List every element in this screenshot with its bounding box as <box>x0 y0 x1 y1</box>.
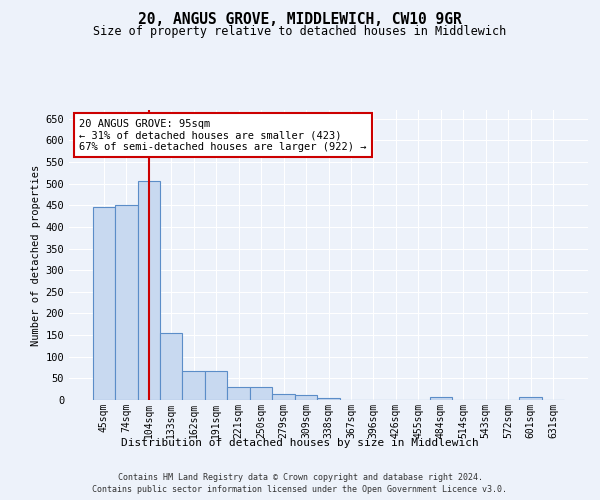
Bar <box>205 370 227 400</box>
Bar <box>272 394 295 400</box>
Bar <box>250 387 272 400</box>
Bar <box>115 205 137 400</box>
Bar <box>227 387 250 400</box>
Text: Contains HM Land Registry data © Crown copyright and database right 2024.: Contains HM Land Registry data © Crown c… <box>118 472 482 482</box>
Bar <box>160 334 182 400</box>
Bar <box>295 395 317 400</box>
Bar <box>92 206 115 400</box>
Text: 20 ANGUS GROVE: 95sqm
← 31% of detached houses are smaller (423)
67% of semi-det: 20 ANGUS GROVE: 95sqm ← 31% of detached … <box>79 118 367 152</box>
Bar <box>317 398 340 400</box>
Y-axis label: Number of detached properties: Number of detached properties <box>31 164 41 346</box>
Text: Size of property relative to detached houses in Middlewich: Size of property relative to detached ho… <box>94 25 506 38</box>
Text: 20, ANGUS GROVE, MIDDLEWICH, CW10 9GR: 20, ANGUS GROVE, MIDDLEWICH, CW10 9GR <box>138 12 462 28</box>
Bar <box>520 397 542 400</box>
Text: Distribution of detached houses by size in Middlewich: Distribution of detached houses by size … <box>121 438 479 448</box>
Bar <box>137 180 160 400</box>
Text: Contains public sector information licensed under the Open Government Licence v3: Contains public sector information licen… <box>92 485 508 494</box>
Bar <box>430 397 452 400</box>
Bar <box>182 370 205 400</box>
